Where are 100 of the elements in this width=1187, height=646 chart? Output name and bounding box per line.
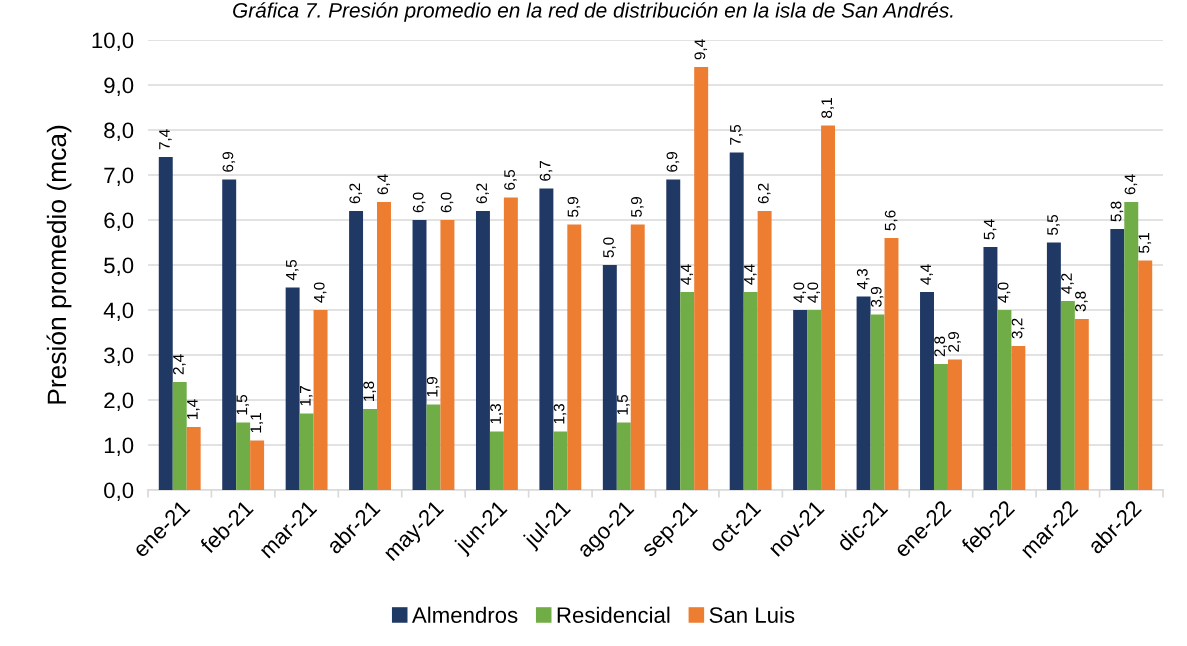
y-tick-label: 6,0: [104, 212, 134, 231]
bar: [856, 296, 871, 490]
y-axis-title: Presión promedio (mca): [46, 125, 72, 404]
data-label: 4,5: [286, 259, 299, 281]
legend-label: Almendros: [411, 606, 518, 623]
data-label: 6,5: [504, 169, 517, 190]
y-tick-label: 9,0: [104, 77, 134, 96]
bar: [250, 440, 265, 490]
data-label: 4,4: [744, 264, 757, 285]
bar: [412, 220, 427, 490]
bar: [222, 179, 237, 490]
y-tick-label: 10,0: [92, 32, 134, 51]
data-label: 3,8: [1075, 291, 1088, 312]
bar: [757, 211, 772, 490]
bar: [933, 364, 948, 490]
bar: [475, 211, 490, 490]
bar: [602, 265, 617, 490]
bar: [793, 310, 808, 490]
data-label: 1,5: [617, 394, 630, 415]
y-tick-label: 5,0: [104, 257, 134, 276]
data-label: 1,5: [236, 394, 250, 415]
data-label: 2,4: [173, 354, 186, 375]
data-label: 9,4: [694, 39, 708, 60]
data-label: 4,0: [313, 282, 327, 303]
data-label: 7,4: [159, 129, 172, 150]
bar: [363, 409, 378, 490]
data-label: 4,2: [1061, 273, 1074, 294]
bar: [299, 413, 314, 490]
legend-label: Residencial: [557, 606, 670, 623]
bar: [1060, 301, 1075, 490]
data-label: 2,9: [948, 332, 961, 352]
bar: [1011, 346, 1026, 490]
bar: [680, 292, 695, 490]
bar: [236, 422, 251, 490]
bar: [186, 427, 201, 490]
bar: [539, 188, 554, 490]
chart-title: Gráfica 7. Presión promedio en la red de distribución en la isla de San Andrés.: [233, 2, 953, 22]
data-label: 6,9: [222, 152, 236, 172]
data-label: 3,9: [870, 287, 884, 307]
bar: [158, 157, 173, 490]
bar: [1046, 242, 1061, 490]
data-label: 5,0: [603, 237, 616, 258]
bar: [666, 179, 681, 490]
y-tick-label: 7,0: [104, 167, 134, 186]
legend-label: San Luis: [709, 606, 795, 623]
data-label: 1,3: [553, 403, 567, 424]
data-label: 4,0: [807, 282, 820, 303]
bar: [694, 67, 709, 490]
data-label: 1,3: [490, 403, 503, 424]
bar: [489, 431, 504, 490]
bar: [807, 310, 822, 490]
bar: [616, 422, 631, 490]
data-label: 5,6: [884, 210, 898, 231]
y-tick-label: 0,0: [104, 482, 134, 501]
data-label: 6,7: [539, 161, 553, 181]
y-tick-label: 1,0: [104, 437, 134, 456]
bar: [920, 292, 934, 490]
bar: [377, 202, 391, 490]
data-label: 6,2: [349, 183, 362, 204]
bar: [440, 220, 455, 490]
data-label: 1,4: [187, 399, 200, 419]
y-tick-label: 8,0: [104, 122, 134, 141]
data-label: 6,4: [1124, 174, 1138, 195]
data-label: 7,5: [730, 124, 743, 145]
data-label: 5,9: [631, 197, 644, 217]
y-tick-label: 4,0: [103, 302, 134, 321]
y-tick-label: 3,0: [104, 347, 134, 366]
data-label: 1,9: [426, 377, 440, 397]
data-label: 6,9: [666, 152, 680, 172]
bar: [983, 247, 998, 490]
data-label: 4,4: [920, 264, 933, 285]
data-label: 6,2: [476, 183, 489, 204]
bar: [1110, 229, 1125, 490]
bar: [729, 152, 744, 490]
bar: [349, 211, 364, 490]
data-label: 5,4: [983, 219, 997, 240]
bar: [630, 224, 645, 490]
data-label: 4,4: [680, 264, 694, 285]
bar: [567, 224, 582, 490]
data-label: 3,2: [1011, 318, 1025, 339]
bar: [1074, 319, 1089, 490]
data-label: 5,5: [1047, 214, 1060, 235]
data-label: 5,1: [1138, 233, 1152, 253]
bar: [947, 359, 962, 490]
bar: [313, 310, 328, 490]
bar: [1138, 260, 1153, 490]
bar: [503, 197, 518, 490]
data-label: 2,8: [934, 336, 947, 357]
bar: [743, 292, 758, 490]
bar: [821, 125, 836, 490]
bar: [172, 382, 187, 490]
y-tick-label: 2,0: [104, 392, 134, 411]
data-label: 4,0: [793, 282, 807, 303]
data-label: 1,7: [300, 386, 313, 406]
data-label: 5,9: [567, 197, 581, 217]
bar: [870, 314, 885, 490]
data-label: 4,3: [856, 268, 870, 290]
data-label: 6,4: [377, 174, 390, 195]
data-label: 8,1: [821, 98, 834, 118]
bar: [1124, 202, 1139, 490]
